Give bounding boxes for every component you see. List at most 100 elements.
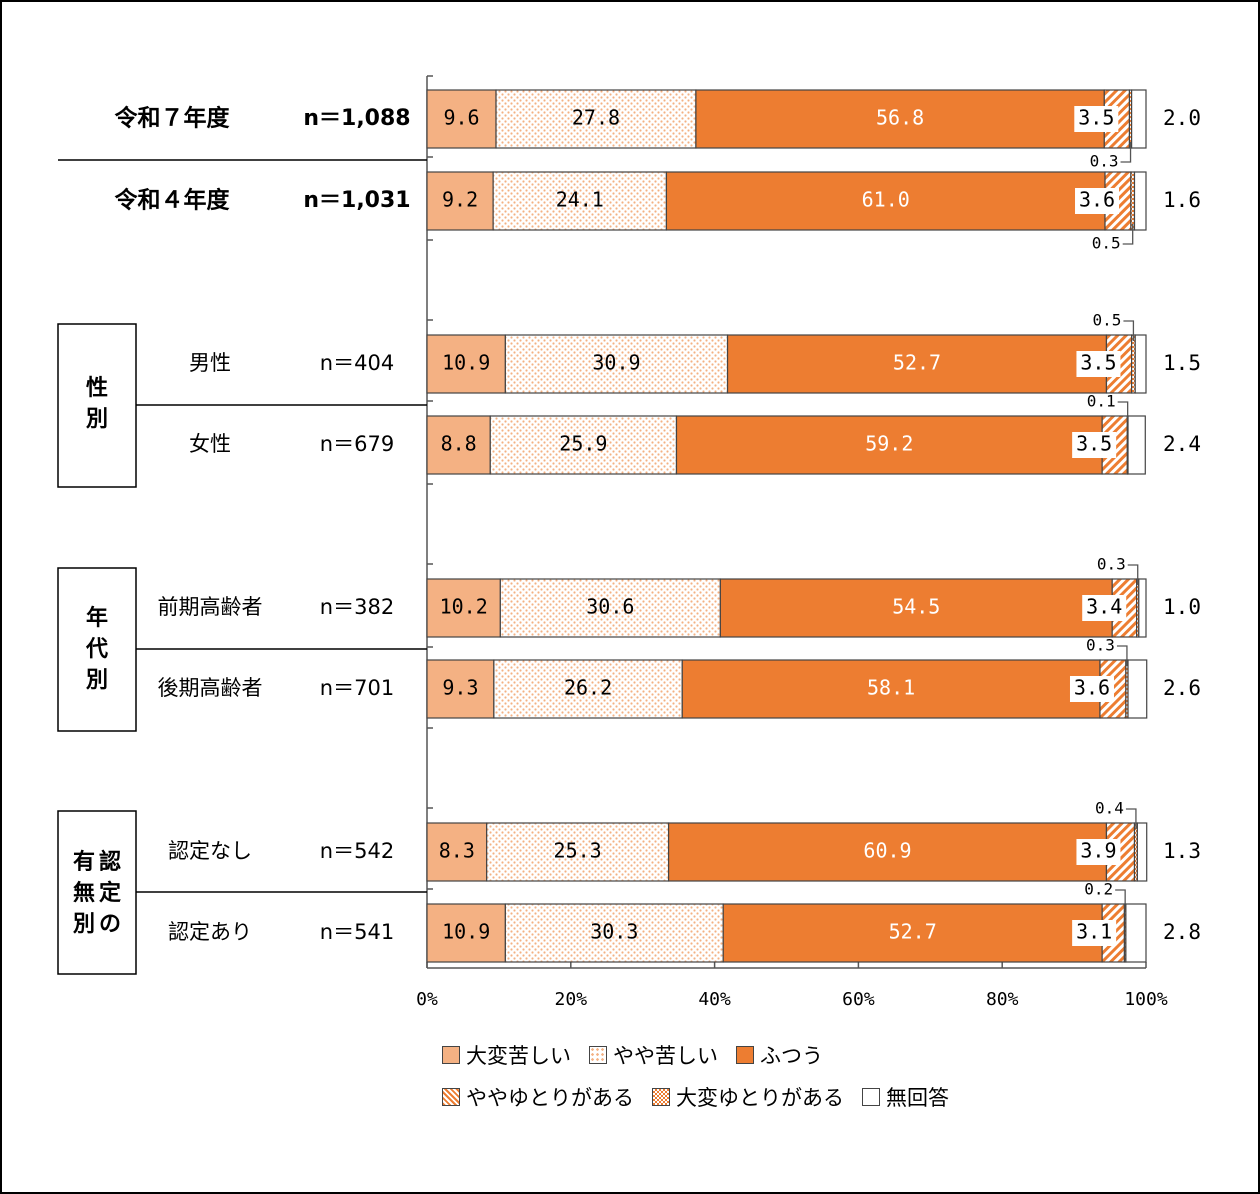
legend-item: 大変苦しい xyxy=(442,1040,571,1070)
data-label: 27.8 xyxy=(572,106,620,130)
bar-segment xyxy=(681,659,1101,719)
data-label: 2.4 xyxy=(1163,432,1201,456)
data-label: 1.3 xyxy=(1163,839,1201,863)
legend-label: ややゆとりがある xyxy=(466,1086,634,1110)
data-label: 2.8 xyxy=(1163,920,1201,944)
solid-orange-swatch xyxy=(736,1046,754,1064)
group-box xyxy=(57,323,137,488)
row-label: 前期高齢者 xyxy=(158,595,263,619)
data-label: 26.2 xyxy=(564,676,612,700)
data-label-bg xyxy=(1082,595,1127,621)
row-label: 男性 xyxy=(189,351,231,375)
bar-segment xyxy=(493,659,683,719)
bar-segment xyxy=(426,415,491,475)
bar-segment xyxy=(489,415,678,475)
data-label: 8.8 xyxy=(441,432,477,456)
data-label: 0.4 xyxy=(1095,799,1124,818)
bar-segment xyxy=(719,578,1113,638)
white-swatch xyxy=(862,1088,880,1106)
group-label-char: 代 xyxy=(85,637,108,662)
data-label-bg xyxy=(1072,432,1117,458)
bar-segment xyxy=(426,903,506,963)
dotted-swatch xyxy=(589,1046,607,1064)
data-label: 54.5 xyxy=(892,595,940,619)
data-label-bg xyxy=(1076,839,1121,865)
callout-line xyxy=(1120,142,1132,163)
data-label: 30.9 xyxy=(592,351,640,375)
data-label: 25.3 xyxy=(554,839,602,863)
x-tick-label: 60% xyxy=(842,989,875,1010)
data-label: 1.0 xyxy=(1163,595,1201,619)
bar-segment xyxy=(486,822,670,882)
bar-segment xyxy=(722,903,1103,963)
diagonal-hatch-swatch xyxy=(442,1088,460,1106)
row-label: 認定なし xyxy=(168,839,252,863)
group-label-char: 別 xyxy=(86,668,108,693)
legend-item: ややゆとりがある xyxy=(442,1082,634,1112)
data-label: 3.5 xyxy=(1078,106,1114,130)
callout-line xyxy=(1125,808,1137,829)
row-label: 令和４年度 xyxy=(115,187,231,214)
row-label: 後期高齢者 xyxy=(158,676,263,700)
data-label: 3.4 xyxy=(1086,595,1122,619)
group-label-char: 別 xyxy=(73,912,95,937)
data-label: 3.6 xyxy=(1074,676,1110,700)
row-label: 認定あり xyxy=(168,920,252,944)
data-label-bg xyxy=(1072,920,1117,946)
bar-segment xyxy=(1131,89,1147,149)
bar-segment xyxy=(426,334,506,394)
data-label: 2.6 xyxy=(1163,676,1201,700)
data-label: 9.6 xyxy=(443,106,479,130)
data-label: 0.3 xyxy=(1086,636,1115,655)
row-n-label: n＝679 xyxy=(320,432,394,456)
data-label: 0.1 xyxy=(1087,392,1116,411)
legend-item: 大変ゆとりがある xyxy=(652,1082,844,1112)
row-n-label: n＝382 xyxy=(320,595,394,619)
group-box xyxy=(57,567,137,732)
legend-item: 無回答 xyxy=(862,1082,949,1112)
data-label: 0.3 xyxy=(1090,152,1119,171)
bar-segment xyxy=(426,89,497,149)
data-label: 3.6 xyxy=(1079,188,1115,212)
data-label: 52.7 xyxy=(893,351,941,375)
bar-segment xyxy=(504,334,729,394)
callout-line xyxy=(1117,401,1129,422)
callout-line xyxy=(1122,224,1134,245)
bar-segment xyxy=(492,171,668,231)
callout-line xyxy=(1127,564,1139,585)
row-n-label: n＝1,088 xyxy=(303,106,410,131)
x-tick-label: 80% xyxy=(986,989,1019,1010)
data-label: 3.5 xyxy=(1076,432,1112,456)
legend-label: やや苦しい xyxy=(613,1044,718,1068)
group-box xyxy=(57,810,137,975)
group-label-char: の xyxy=(99,912,121,937)
x-tick-label: 40% xyxy=(698,989,731,1010)
data-label-bg xyxy=(1074,106,1119,132)
x-tick-label: 0% xyxy=(416,989,438,1010)
bar-segment xyxy=(426,578,501,638)
data-label: 0.5 xyxy=(1092,234,1121,253)
group-label-char: 無 xyxy=(73,880,95,906)
data-label: 30.3 xyxy=(590,920,638,944)
legend-item: ふつう xyxy=(736,1040,823,1070)
bar-segment xyxy=(426,822,488,882)
legend-row-1: 大変苦しい やや苦しい ふつう xyxy=(442,1040,823,1070)
data-label: 0.3 xyxy=(1097,555,1126,574)
legend-label: 無回答 xyxy=(886,1086,949,1110)
data-label: 1.5 xyxy=(1163,351,1201,375)
data-label: 59.2 xyxy=(865,432,913,456)
callout-line xyxy=(1116,645,1128,666)
data-label: 10.2 xyxy=(440,595,488,619)
data-label: 8.3 xyxy=(439,839,475,863)
data-label: 58.1 xyxy=(867,676,915,700)
data-label-bg xyxy=(1076,351,1121,377)
data-label: 0.5 xyxy=(1093,311,1122,330)
row-n-label: n＝541 xyxy=(320,920,394,944)
bar-segment xyxy=(426,171,494,231)
crosshatch-swatch xyxy=(652,1088,670,1106)
callout-line xyxy=(1123,320,1135,341)
bar-segment xyxy=(675,415,1103,475)
data-label: 24.1 xyxy=(556,188,604,212)
data-label: 61.0 xyxy=(862,188,910,212)
